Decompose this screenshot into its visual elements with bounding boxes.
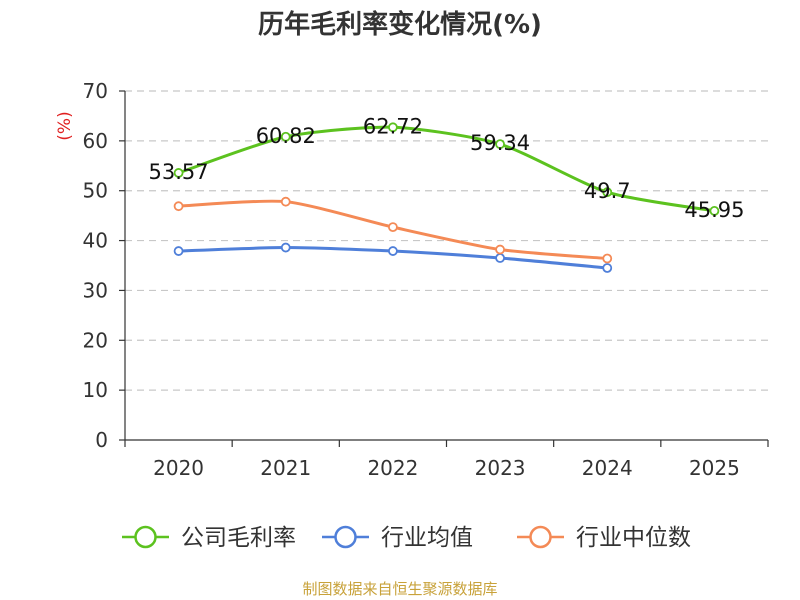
legend-label-2[interactable]: 行业中位数 (576, 525, 691, 551)
y-tick-label: 10 (83, 378, 108, 402)
chart-title: 历年毛利率变化情况(%) (258, 10, 542, 40)
x-tick-label-2022: 2022 (367, 456, 418, 480)
data-label-2025: 45.95 (684, 198, 744, 222)
data-point-2-2021 (280, 196, 291, 207)
y-axis-unit-label: (%) (55, 111, 75, 140)
data-point-1-2024 (602, 263, 613, 273)
y-tick-label: 50 (83, 179, 108, 203)
data-point-1-2022 (388, 246, 398, 256)
data-label-2022: 62.72 (363, 114, 423, 138)
legend-label-1[interactable]: 行业均值 (381, 525, 473, 551)
data-label-2020: 53.57 (149, 160, 209, 184)
data-point-1-2023 (495, 253, 505, 263)
x-tick-label-2025: 2025 (689, 456, 740, 480)
y-tick-label: 30 (83, 278, 108, 302)
data-point-0-2022 (388, 122, 398, 133)
x-tick-label-2023: 2023 (475, 456, 526, 480)
data-point-2-2020 (173, 201, 184, 212)
y-tick-label: 60 (83, 129, 108, 153)
legend-marker-1 (334, 525, 357, 549)
y-tick-label: 20 (83, 328, 108, 352)
x-tick-label-2024: 2024 (582, 456, 633, 480)
data-point-1-2021 (280, 242, 291, 253)
data-point-2-2024 (602, 253, 613, 264)
legend-marker-0 (134, 525, 157, 549)
data-point-0-2020 (173, 168, 184, 178)
data-point-0-2023 (495, 139, 505, 150)
data-point-0-2021 (280, 131, 291, 142)
data-point-2-2022 (388, 222, 398, 233)
legend-marker-2 (529, 525, 552, 549)
y-tick-label: 40 (83, 229, 108, 253)
data-point-0-2025 (709, 206, 720, 216)
data-point-0-2024 (602, 187, 613, 198)
data-point-2-2023 (495, 244, 505, 255)
data-label-2021: 60.82 (256, 124, 316, 148)
y-tick-label: 70 (83, 79, 108, 103)
x-tick-label-2020: 2020 (153, 456, 204, 480)
legend-label-0[interactable]: 公司毛利率 (181, 525, 296, 551)
y-tick-label: 0 (95, 428, 108, 452)
series-line-0 (178, 125, 715, 213)
data-label-2024: 49.7 (584, 179, 631, 203)
data-source-footer: 制图数据来自恒生聚源数据库 (302, 580, 498, 598)
data-point-1-2020 (173, 246, 184, 256)
data-label-2023: 59.34 (470, 131, 530, 155)
x-tick-label-2021: 2021 (260, 456, 311, 480)
